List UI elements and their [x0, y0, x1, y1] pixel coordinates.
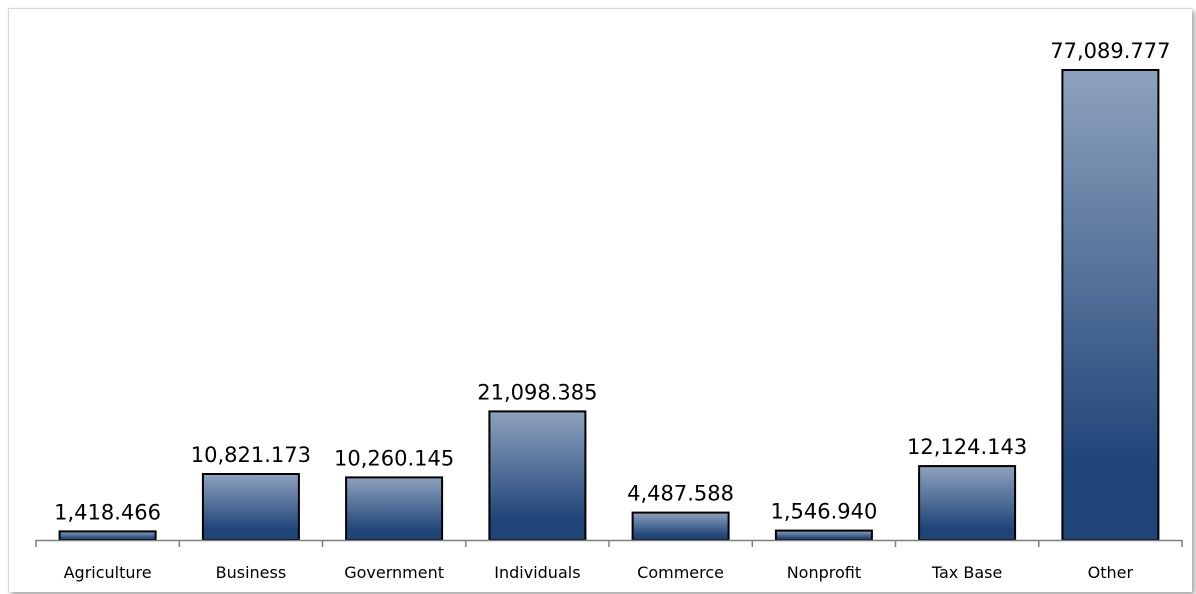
x-tick-labels-layer: Agriculture Business Government Individuals… [64, 563, 1134, 582]
data-label-agriculture: 1,418.466 [54, 500, 161, 524]
data-label-commerce: 4,487.588 [627, 482, 734, 506]
data-labels-layer: 1,418.466 10,821.173 10,260.145 21,098.385 4… [54, 39, 1170, 524]
data-label-government: 10,260.145 [334, 446, 454, 470]
bar-individuals [488, 410, 587, 541]
data-label-tax-base: 12,124.143 [907, 435, 1027, 459]
bar-agriculture [58, 530, 157, 542]
bars-layer [58, 69, 1160, 542]
data-label-nonprofit: 1,546.940 [770, 500, 877, 524]
x-tick-label-commerce: Commerce [637, 563, 724, 582]
bar-tax-base [918, 465, 1017, 542]
data-label-individuals: 21,098.385 [477, 380, 597, 404]
bar-government [345, 476, 444, 541]
x-tick-label-agriculture: Agriculture [64, 563, 152, 582]
bar-commerce [631, 511, 730, 541]
data-label-business: 10,821.173 [191, 443, 311, 467]
x-tick-label-government: Government [344, 563, 444, 582]
x-axis [35, 539, 1183, 547]
x-tick-label-business: Business [216, 563, 287, 582]
data-label-other: 77,089.777 [1050, 39, 1170, 63]
x-tick-label-other: Other [1088, 563, 1134, 582]
bar-business [201, 473, 300, 541]
x-tick-label-individuals: Individuals [494, 563, 580, 582]
x-tick-label-tax-base: Tax Base [931, 563, 1002, 582]
x-tick-label-nonprofit: Nonprofit [787, 563, 861, 582]
bar-nonprofit [774, 529, 873, 541]
bar-other [1061, 69, 1160, 541]
